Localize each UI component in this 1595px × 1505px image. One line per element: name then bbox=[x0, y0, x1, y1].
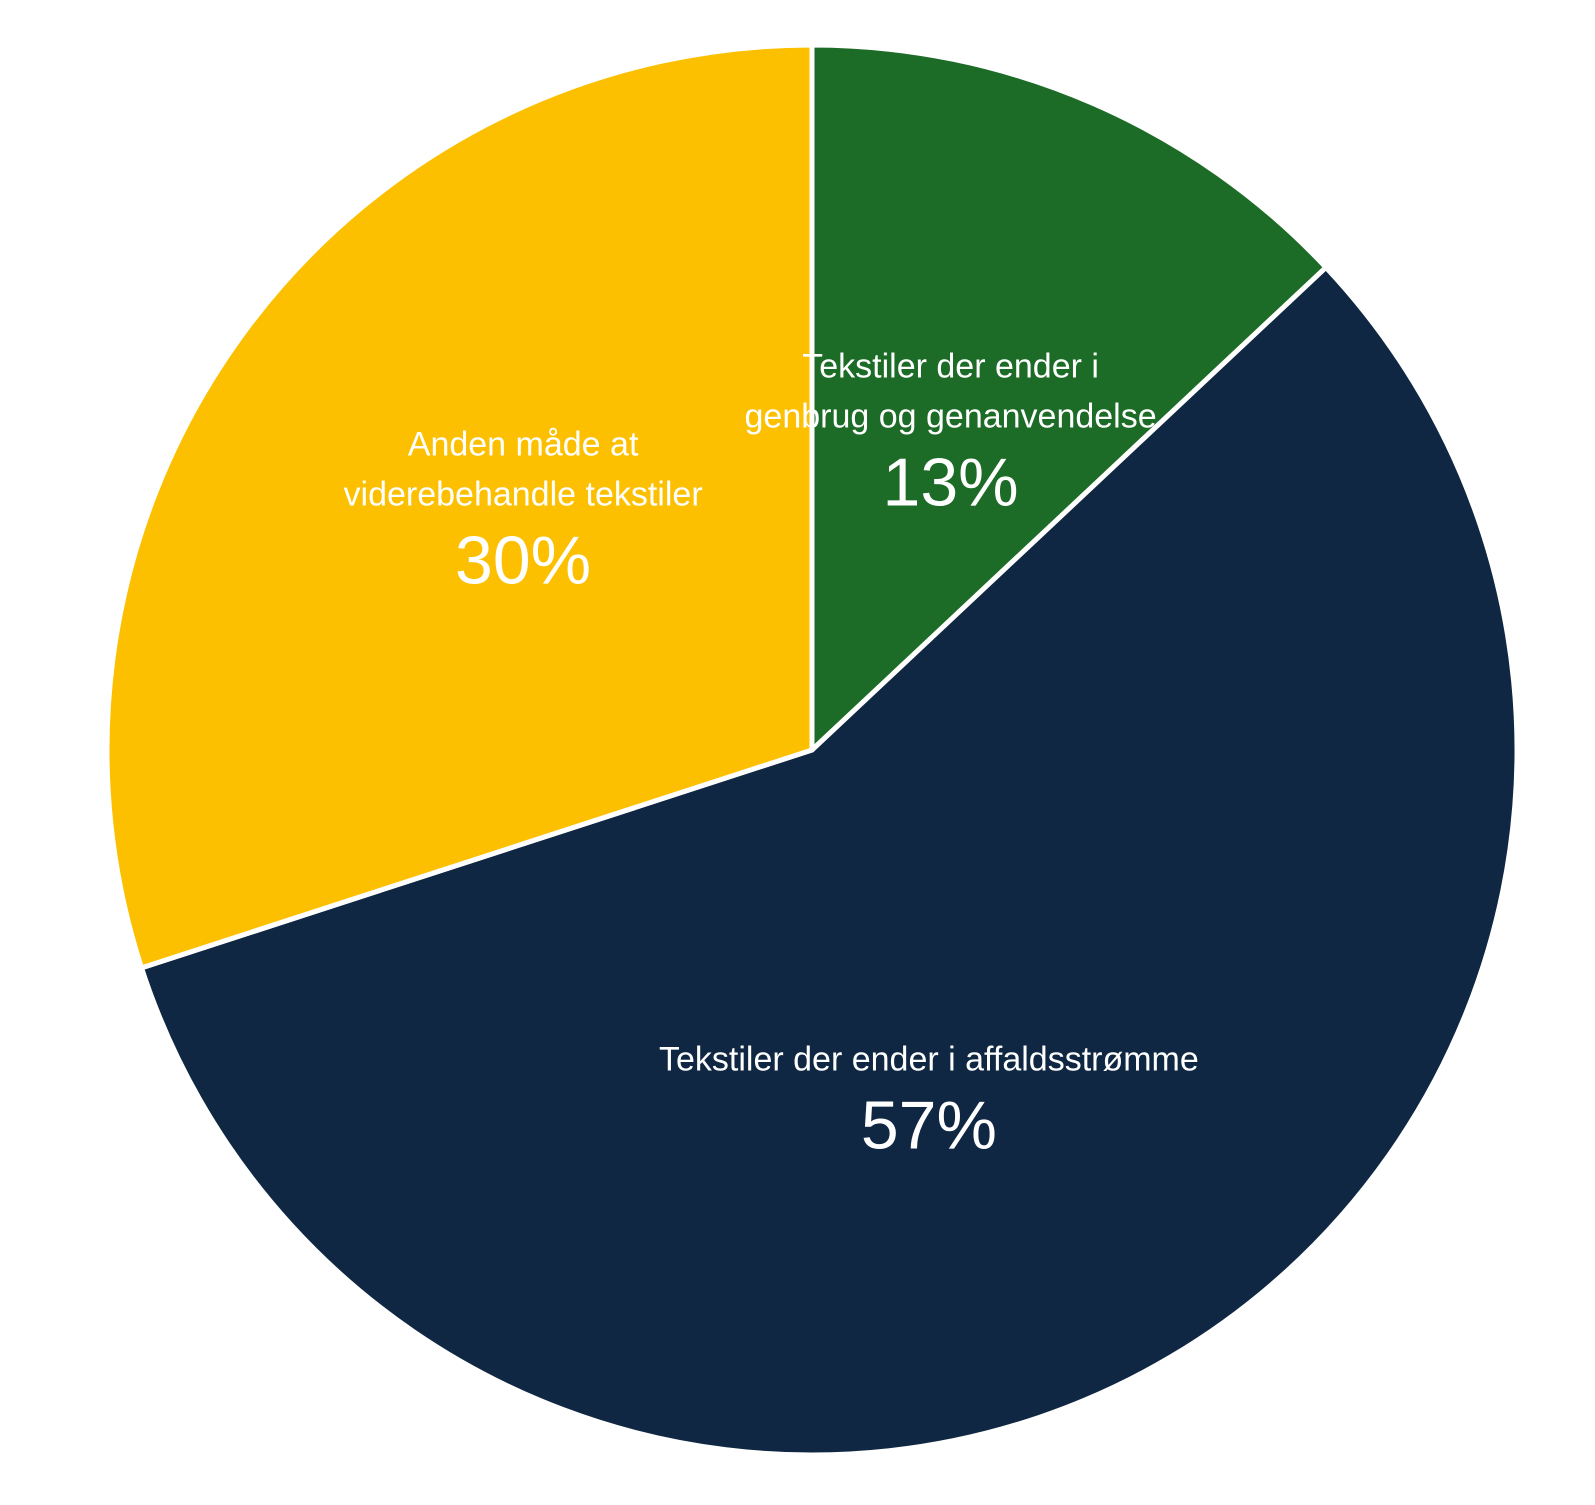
pie-slice-2 bbox=[104, 42, 815, 971]
slice-label-0-line-0: Tekstiler der ender i bbox=[802, 348, 1099, 386]
slice-label-2-line-1: viderebehandle tekstiler bbox=[344, 476, 703, 514]
pie-slice-1 bbox=[139, 264, 1520, 1458]
pie-slices bbox=[104, 42, 1520, 1458]
slice-label-0-line-1: genbrug og genanvendelse bbox=[745, 398, 1157, 436]
slice-value-label-2: 30% bbox=[455, 523, 591, 599]
slice-label-2-line-0: Anden måde at bbox=[408, 426, 639, 464]
slice-label-1-line-0: Tekstiler der ender i affaldsstrømme bbox=[659, 1041, 1199, 1079]
slice-value-label-1: 57% bbox=[861, 1088, 997, 1164]
slice-value-label-0: 13% bbox=[883, 445, 1019, 521]
pie-slice-0 bbox=[809, 42, 1329, 753]
pie-labels: Tekstiler der ender i genbrug og genanven… bbox=[344, 348, 1199, 1164]
